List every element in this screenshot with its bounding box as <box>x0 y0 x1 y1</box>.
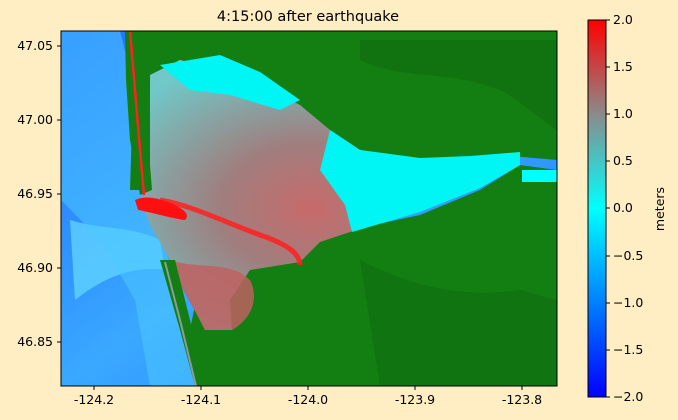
north-spit <box>125 31 152 195</box>
bay-south-lobe <box>170 260 254 330</box>
colorbar-label: meters <box>652 187 667 231</box>
ocean-cyan-band <box>61 31 195 386</box>
colorbar-tick-label: 1.0 <box>613 106 633 121</box>
lon-tick-label: -124.0 <box>288 392 328 407</box>
bay-channel <box>159 197 303 266</box>
lat-tick-label: 46.85 <box>17 334 53 349</box>
lat-axis: 47.05 47.00 46.95 46.90 46.85 <box>17 38 61 349</box>
colorbar-tick-label: 1.5 <box>613 59 633 74</box>
colorbar-tick-label: 0.0 <box>613 200 633 215</box>
colorbar-tick-label: −1.5 <box>613 342 643 357</box>
east-cyan-block <box>522 170 557 182</box>
colorbar-tick-label: 2.0 <box>613 12 633 27</box>
colorbar-tick-label: −1.0 <box>613 295 643 310</box>
lat-tick-label: 47.00 <box>17 112 53 127</box>
lon-tick-label: -124.1 <box>181 392 221 407</box>
bay-cyan-east <box>320 130 520 232</box>
colorbar-gradient <box>587 19 607 398</box>
south-spit-edge <box>164 261 197 386</box>
map-frame <box>60 30 558 387</box>
map-title: 4:15:00 after earthquake <box>217 9 399 25</box>
colorbar-tick-label: 0.5 <box>613 153 633 168</box>
colorbar-tick-label: −0.5 <box>613 248 643 263</box>
south-spit <box>160 260 205 386</box>
lat-tick-label: 47.05 <box>17 38 53 53</box>
lat-tick-label: 46.90 <box>17 260 53 275</box>
lon-tick-label: -124.2 <box>74 392 114 407</box>
lon-tick-label: -123.9 <box>395 392 435 407</box>
lat-tick-label: 46.95 <box>17 186 53 201</box>
bay-cyan-north <box>160 55 300 110</box>
colorbar-tick-label: −2.0 <box>613 389 643 404</box>
land-relief <box>360 40 557 130</box>
bay-water <box>140 60 520 330</box>
lon-axis: -124.2 -124.1 -124.0 -123.9 -123.8 <box>74 386 542 407</box>
map-plot <box>61 31 557 386</box>
north-spit-edge <box>128 31 146 196</box>
land-relief <box>360 260 557 386</box>
colorbar: 2.0 1.5 1.0 0.5 0.0 −0.5 −1.0 −1.5 −2.0 … <box>587 12 667 404</box>
lon-tick-label: -123.8 <box>502 392 542 407</box>
bay-channel-red <box>135 197 187 220</box>
